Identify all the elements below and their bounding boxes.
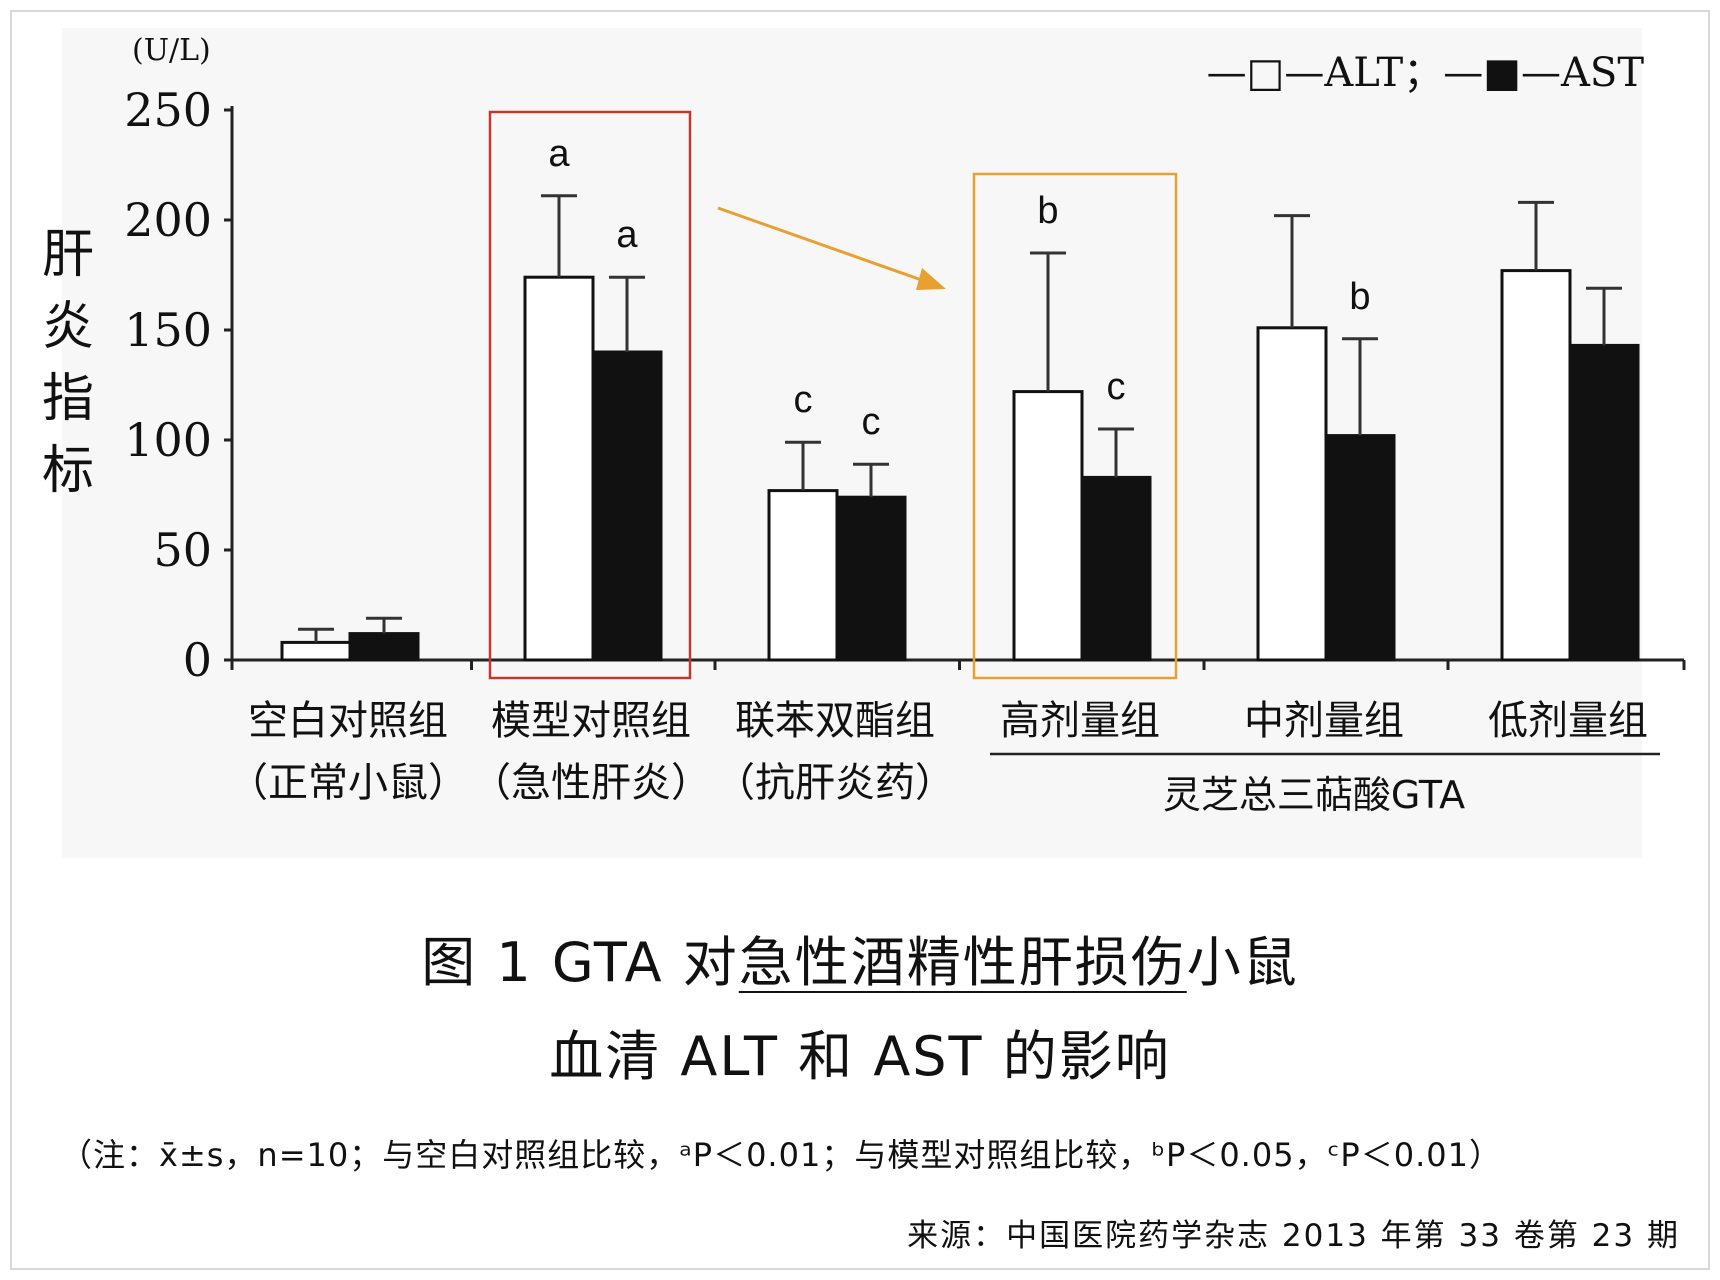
category-label: 联苯双酯组 <box>735 698 935 744</box>
category-sublabel: （急性肝炎） <box>471 760 711 806</box>
statistics-note: （注：x̄±s，n=10；与空白对照组比较，ᵃP＜0.01；与模型对照组比较，ᵇ… <box>60 1136 1502 1174</box>
comparison-arrow-head <box>916 268 946 290</box>
category-sublabel: （抗肝炎药） <box>715 760 955 806</box>
y-axis-label-char: 指 <box>42 369 94 429</box>
y-unit-label: (U/L) <box>132 33 211 68</box>
bar-alt <box>1256 326 1328 662</box>
figure-caption-line2: 血清 ALT 和 AST 的影响 <box>549 1025 1171 1088</box>
significance-mark: c <box>1107 366 1126 408</box>
significance-mark: c <box>862 401 881 443</box>
figure-caption-line1: 图 1 GTA 对急性酒精性肝损伤小鼠 <box>0 918 1720 997</box>
significance-mark: b <box>1037 190 1058 232</box>
y-tick-label: 250 <box>124 83 212 137</box>
bar-ast <box>591 350 663 662</box>
category-sublabel: （正常小鼠） <box>228 760 468 806</box>
bar-ast <box>1080 475 1152 662</box>
significance-mark: b <box>1349 276 1370 318</box>
category-label: 空白对照组 <box>248 698 448 744</box>
caption-part-b: 急性酒精性肝损伤 <box>738 931 1187 994</box>
high-dose-highlight-box <box>972 172 1178 680</box>
bar-alt <box>280 640 352 662</box>
y-axis-label-char: 肝 <box>42 225 94 285</box>
bar-alt <box>1500 269 1572 662</box>
y-tick-label: 100 <box>124 413 212 467</box>
comparison-arrow <box>717 206 931 285</box>
bar-ast <box>835 495 907 662</box>
significance-mark: c <box>794 379 813 421</box>
y-tick-label: 50 <box>153 523 212 577</box>
bar-ast <box>1324 434 1396 662</box>
category-label: 高剂量组 <box>1000 698 1160 744</box>
model-group-highlight-box <box>488 110 692 680</box>
bar-alt <box>767 489 839 662</box>
gta-group-label: 灵芝总三萜酸GTA <box>1163 773 1465 817</box>
y-axis-label-char: 标 <box>42 441 94 501</box>
significance-mark: a <box>616 214 638 256</box>
bar-ast <box>348 632 420 662</box>
bar-ast <box>1568 343 1640 662</box>
y-tick-label: 150 <box>124 303 212 357</box>
y-tick-label: 0 <box>183 633 212 687</box>
y-axis-label-char: 炎 <box>42 297 94 357</box>
bar-alt <box>523 275 595 662</box>
caption-part-a: 图 1 GTA 对 <box>421 931 739 994</box>
category-label: 中剂量组 <box>1244 698 1404 744</box>
source-citation: 来源：中国医院药学杂志 2013 年第 33 卷第 23 期 <box>907 1218 1680 1254</box>
category-label: 低剂量组 <box>1488 698 1648 744</box>
caption-part-c: 小鼠 <box>1186 931 1299 994</box>
significance-mark: a <box>548 133 570 175</box>
bar-alt <box>1012 390 1084 662</box>
y-tick-label: 200 <box>124 193 212 247</box>
category-label: 模型对照组 <box>491 698 691 744</box>
legend-text: —□—ALT；—■—AST <box>1207 50 1645 96</box>
